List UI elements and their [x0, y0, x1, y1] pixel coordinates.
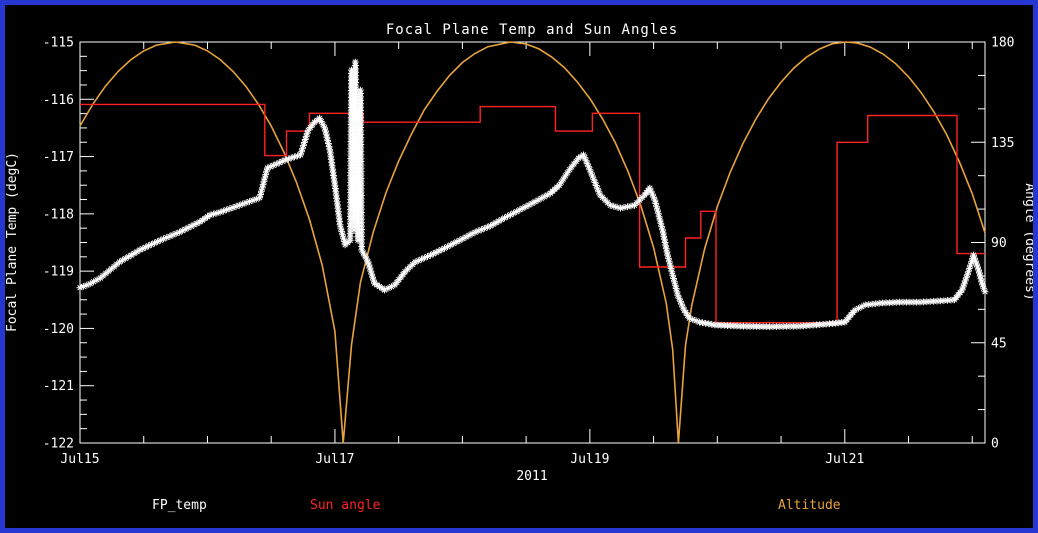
axes: Jul15 Jul17 Jul19 Jul21 -115 -116 -117 -118 -119… [43, 36, 1015, 468]
series-fp_temp [76, 58, 989, 331]
y-right-tick-label: 45 [991, 336, 1007, 351]
x-tick-label: Jul21 [825, 452, 864, 467]
x-axis-year-label: 2011 [516, 469, 547, 484]
y-left-tick-label: -117 [43, 150, 74, 165]
altitude-curve [79, 41, 986, 444]
legend-fp-temp: FP_temp [152, 498, 207, 513]
series-layer [76, 41, 989, 444]
y-left-tick-label: -118 [43, 207, 74, 222]
y-left-tick-label: -122 [43, 437, 74, 452]
y-left-tick-label: -121 [43, 379, 74, 394]
y-left-axis-title: Focal Plane Temp (degC) [5, 152, 20, 332]
legend-altitude: Altitude [778, 498, 841, 513]
series-altitude [79, 41, 986, 444]
x-tick-label: Jul19 [570, 452, 609, 467]
y-left-tick-label: -120 [43, 322, 74, 337]
y-left-tick-label: -116 [43, 93, 74, 108]
plot-frame [79, 41, 986, 444]
y-right-tick-label: 0 [991, 437, 999, 452]
y-right-tick-label: 135 [991, 136, 1014, 151]
chart-title: Focal Plane Temp and Sun Angles [386, 22, 678, 38]
legend-sun-angle: Sun angle [310, 498, 381, 513]
y-right-tick-label: 180 [991, 36, 1014, 51]
y-left-tick-label: -119 [43, 265, 74, 280]
x-tick-label: Jul15 [60, 452, 99, 467]
x-tick-label: Jul17 [315, 452, 354, 467]
y-right-tick-label: 90 [991, 236, 1007, 251]
y-left-tick-label: -115 [43, 36, 74, 51]
